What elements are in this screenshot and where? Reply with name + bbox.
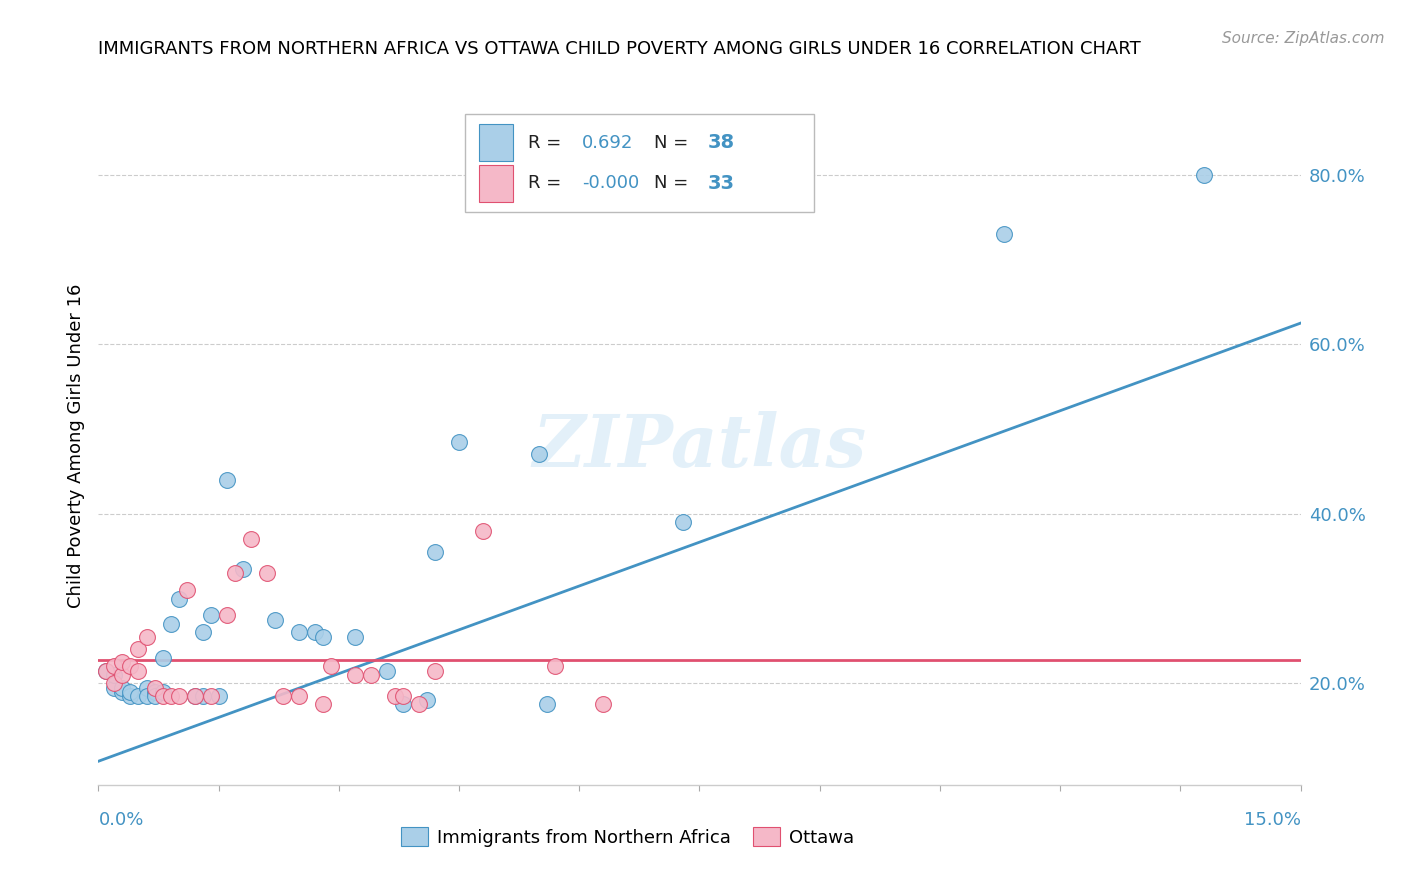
Text: 0.692: 0.692 [582,134,633,152]
Point [536,698,558,712]
Text: ZIPatlas: ZIPatlas [533,410,866,482]
Point [103,676,125,690]
Point [135,689,157,703]
Point [288,625,311,640]
Point [304,625,326,640]
Y-axis label: Child Poverty Among Girls Under 16: Child Poverty Among Girls Under 16 [66,284,84,608]
Point [111,667,134,681]
Text: R =: R = [527,174,567,193]
Point [128,642,150,657]
Point [215,608,238,623]
Legend: Immigrants from Northern Africa, Ottawa: Immigrants from Northern Africa, Ottawa [394,820,860,854]
Point [111,655,134,669]
Point [111,685,134,699]
Point [128,689,150,703]
Point [120,689,142,703]
Point [152,651,174,665]
Point [200,689,222,703]
Point [447,434,470,449]
Point [271,689,294,703]
Point [375,664,398,678]
Text: 15.0%: 15.0% [1243,811,1301,829]
Point [167,689,190,703]
Text: N =: N = [654,174,693,193]
Point [256,566,278,580]
Point [159,617,181,632]
Point [392,689,415,703]
Text: IMMIGRANTS FROM NORTHERN AFRICA VS OTTAWA CHILD POVERTY AMONG GIRLS UNDER 16 COR: IMMIGRANTS FROM NORTHERN AFRICA VS OTTAW… [98,40,1142,58]
Point [96,664,118,678]
Text: R =: R = [527,134,567,152]
Point [1194,168,1216,182]
Text: 38: 38 [707,133,735,153]
Point [159,689,181,703]
Point [200,608,222,623]
FancyBboxPatch shape [479,124,513,161]
Point [384,689,406,703]
Point [176,583,198,598]
Point [416,693,439,707]
Point [312,698,335,712]
Point [672,515,695,529]
Point [120,685,142,699]
Point [312,630,335,644]
Point [263,613,285,627]
Point [96,664,118,678]
Point [423,664,446,678]
Point [408,698,430,712]
Point [993,227,1015,241]
Point [232,562,254,576]
Point [319,659,342,673]
Point [143,685,166,699]
FancyBboxPatch shape [479,165,513,202]
Point [103,681,125,695]
Point [343,667,366,681]
Point [208,689,231,703]
Point [239,532,262,546]
Point [360,667,382,681]
Point [143,681,166,695]
Point [111,681,134,695]
Point [343,630,366,644]
Point [167,591,190,606]
Text: 33: 33 [707,174,735,193]
Point [103,667,125,681]
FancyBboxPatch shape [465,114,814,212]
Point [191,625,214,640]
Point [592,698,614,712]
Point [120,659,142,673]
Point [288,689,311,703]
Point [152,689,174,703]
Point [544,659,567,673]
Point [191,689,214,703]
Point [128,664,150,678]
Point [135,630,157,644]
Point [529,447,551,462]
Point [392,698,415,712]
Point [183,689,205,703]
Point [135,681,157,695]
Point [423,545,446,559]
Text: N =: N = [654,134,693,152]
Point [472,524,495,538]
Text: 0.0%: 0.0% [98,811,143,829]
Point [152,685,174,699]
Point [215,473,238,487]
Text: -0.000: -0.000 [582,174,638,193]
Point [143,689,166,703]
Text: Source: ZipAtlas.com: Source: ZipAtlas.com [1222,31,1385,46]
Point [224,566,246,580]
Point [103,659,125,673]
Point [183,689,205,703]
